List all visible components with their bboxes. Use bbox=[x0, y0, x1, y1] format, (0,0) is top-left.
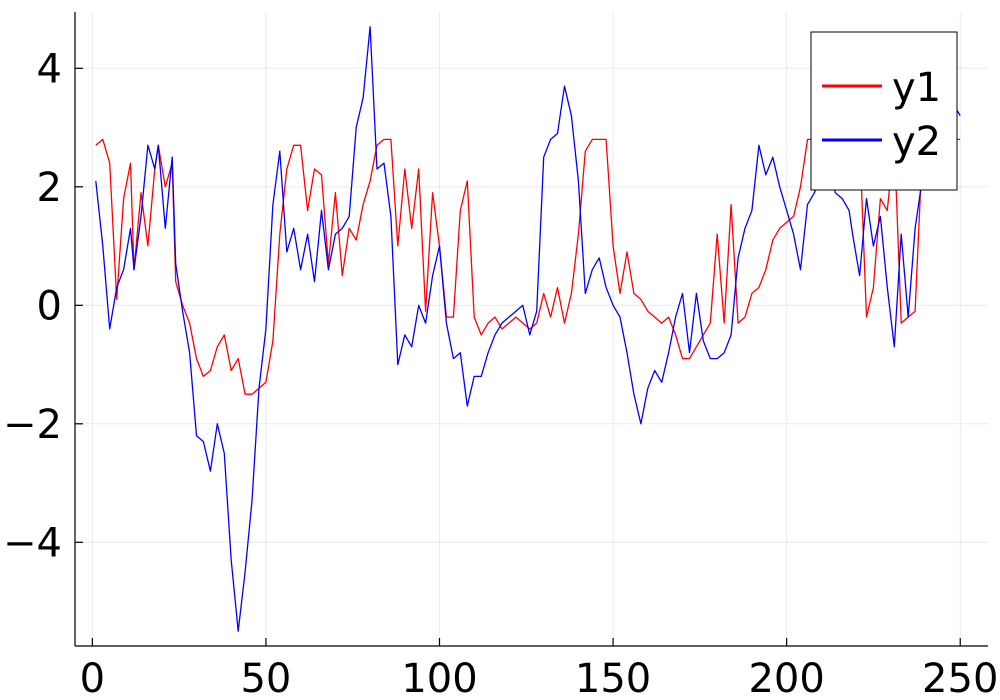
legend: y1 y2 bbox=[810, 31, 958, 191]
y-tick-label: −2 bbox=[3, 402, 62, 448]
axes bbox=[74, 12, 988, 647]
y-tick-label: 0 bbox=[37, 283, 62, 329]
x-tick-label: 150 bbox=[575, 656, 651, 700]
legend-label-y1: y1 bbox=[892, 65, 941, 111]
x-ticks: 0 50 100 150 200 250 bbox=[80, 638, 998, 700]
x-tick-label: 200 bbox=[748, 656, 824, 700]
x-tick-label: 50 bbox=[240, 656, 291, 700]
legend-label-y2: y2 bbox=[892, 119, 941, 165]
x-tick-label: 100 bbox=[401, 656, 477, 700]
y-tick-label: −4 bbox=[3, 520, 62, 566]
y-ticks: −4 −2 0 2 4 bbox=[3, 46, 83, 566]
legend-box bbox=[810, 31, 958, 191]
y-tick-label: 4 bbox=[37, 46, 62, 92]
x-tick-label: 250 bbox=[922, 656, 998, 700]
x-tick-label: 0 bbox=[80, 656, 105, 700]
y-tick-label: 2 bbox=[37, 165, 62, 211]
